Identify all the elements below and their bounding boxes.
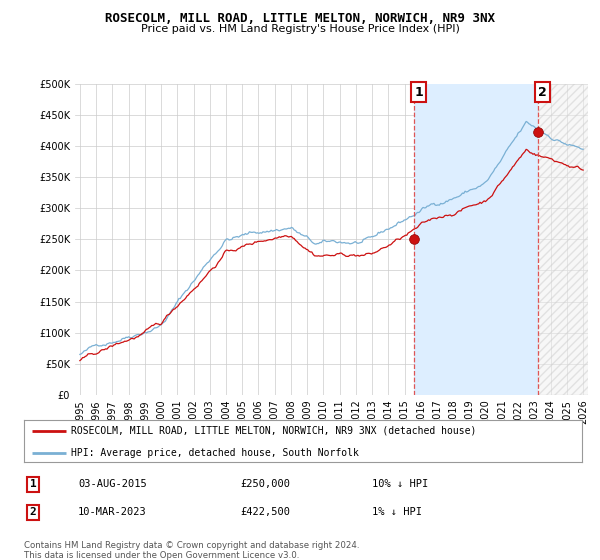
Bar	[414, 84, 538, 395]
Text: HPI: Average price, detached house, South Norfolk: HPI: Average price, detached house, Sout…	[71, 448, 359, 458]
Text: 2: 2	[538, 86, 547, 99]
Text: Price paid vs. HM Land Registry's House Price Index (HPI): Price paid vs. HM Land Registry's House …	[140, 24, 460, 34]
Text: 10% ↓ HPI: 10% ↓ HPI	[372, 479, 428, 489]
Text: 1: 1	[29, 479, 37, 489]
Text: ROSECOLM, MILL ROAD, LITTLE MELTON, NORWICH, NR9 3NX: ROSECOLM, MILL ROAD, LITTLE MELTON, NORW…	[105, 12, 495, 25]
Text: 03-AUG-2015: 03-AUG-2015	[78, 479, 147, 489]
Text: 1: 1	[415, 86, 423, 99]
Text: Contains HM Land Registry data © Crown copyright and database right 2024.
This d: Contains HM Land Registry data © Crown c…	[24, 541, 359, 560]
Text: ROSECOLM, MILL ROAD, LITTLE MELTON, NORWICH, NR9 3NX (detached house): ROSECOLM, MILL ROAD, LITTLE MELTON, NORW…	[71, 426, 477, 436]
Text: £250,000: £250,000	[240, 479, 290, 489]
Text: 1% ↓ HPI: 1% ↓ HPI	[372, 507, 422, 517]
Text: 2: 2	[29, 507, 37, 517]
Text: 10-MAR-2023: 10-MAR-2023	[78, 507, 147, 517]
Text: £422,500: £422,500	[240, 507, 290, 517]
Bar	[538, 84, 591, 395]
